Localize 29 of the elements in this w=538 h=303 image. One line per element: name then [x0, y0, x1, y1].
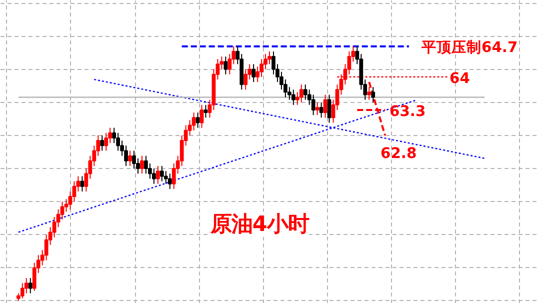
candlestick: [323, 94, 328, 118]
candlestick: [104, 132, 108, 152]
candlestick: [28, 278, 32, 294]
candlestick: [327, 94, 332, 124]
text: 原油4小时: [209, 212, 310, 237]
candlestick: [291, 89, 296, 106]
candlestick: [371, 86, 376, 103]
candlestick: [168, 173, 172, 190]
candlestick: [200, 104, 204, 128]
candlestick: [319, 102, 324, 118]
candlestick: [128, 150, 132, 167]
candlestick: [315, 102, 320, 116]
candlestick: [156, 166, 160, 184]
annotation: 平顶压制64.7: [420, 39, 518, 56]
candlestick: [196, 112, 200, 128]
candlestick: [299, 84, 304, 103]
annotation: 64: [450, 70, 470, 87]
candlestick: [224, 56, 228, 75]
candlestick: [144, 155, 148, 174]
annotation: 62.8: [380, 145, 417, 162]
candlestick: [132, 150, 136, 170]
candlestick: [252, 64, 256, 82]
candlestick: [140, 155, 144, 174]
candlestick: [160, 166, 164, 182]
candlestick: [204, 104, 208, 118]
candlestick: [80, 176, 84, 192]
annotation: 63.3: [390, 103, 426, 120]
candlestick: [268, 50, 272, 65]
candlestick: [100, 134, 104, 152]
